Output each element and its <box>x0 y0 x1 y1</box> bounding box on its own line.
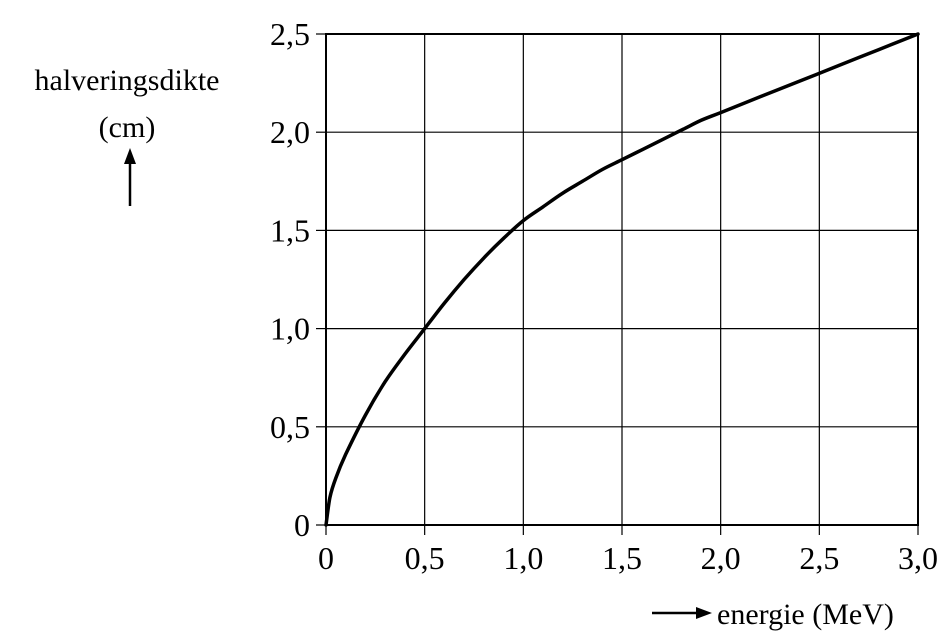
x-tick-label: 3,0 <box>898 540 938 576</box>
y-tick-label: 0,5 <box>270 409 310 445</box>
y-tick-label: 2,5 <box>270 16 310 52</box>
grid <box>325 33 919 526</box>
y-axis-unit: (cm) <box>99 111 156 144</box>
x-tick-label: 2,5 <box>799 540 839 576</box>
y-axis-label: halveringsdikte <box>35 64 220 97</box>
y-tick-label: 1,5 <box>270 212 310 248</box>
y-axis-arrow-icon <box>124 148 136 206</box>
x-tick-label: 1,0 <box>503 540 543 576</box>
series-line <box>324 32 920 527</box>
y-tick-label: 1,0 <box>270 311 310 347</box>
x-axis-label: energie (MeV) <box>717 598 894 631</box>
x-tick-label: 0,5 <box>405 540 445 576</box>
x-tick-label: 0 <box>318 540 334 576</box>
x-tick-label: 2,0 <box>701 540 741 576</box>
y-tick-label: 0 <box>294 507 310 543</box>
y-tick-label: 2,0 <box>270 114 310 150</box>
y-tick-labels: 0 0,5 1,0 1,5 2,0 2,5 <box>270 16 326 543</box>
x-tick-label: 1,5 <box>602 540 642 576</box>
x-axis-arrow-icon <box>652 607 712 619</box>
x-tick-labels: 0 0,5 1,0 1,5 2,0 2,5 3,0 <box>318 525 938 576</box>
